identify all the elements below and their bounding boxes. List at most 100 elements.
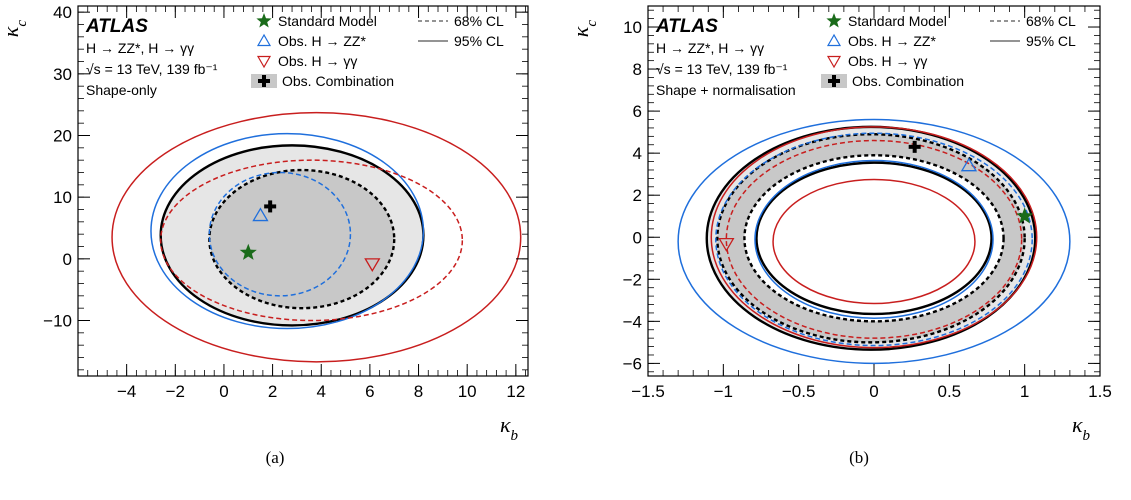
legend-sm-label: Standard Model — [848, 13, 947, 29]
x-axis-title: κb — [1072, 412, 1091, 444]
legend-zz-triangle — [256, 33, 272, 47]
x-tick-label: 2 — [268, 382, 277, 401]
marker-standard-model — [1016, 207, 1034, 224]
x-tick-label: 10 — [458, 382, 477, 401]
y-tick-label: 30 — [53, 65, 72, 84]
x-axis-title: κb — [500, 412, 519, 444]
plot-area-b — [677, 118, 1071, 365]
y-tick-label: 40 — [53, 3, 72, 22]
y-axis-title-main: κ — [568, 26, 593, 37]
y-axis-title: κc — [568, 20, 600, 38]
legend-68-label: 68% CL — [1026, 13, 1076, 29]
y-axis-title-main: κ — [0, 26, 23, 37]
marker-obs-combination-v — [268, 200, 273, 213]
legend-gg-triangle — [256, 55, 272, 69]
legend-zz-triangle — [826, 33, 842, 47]
legend-gg-label: Obs. H → γγ — [848, 53, 927, 69]
x-tick-label: 8 — [414, 382, 423, 401]
contour-comb-68-1 — [208, 168, 396, 310]
y-axis-title-sub: c — [14, 20, 30, 27]
contour-gg-95-4 — [111, 111, 522, 363]
legend-95-label: 95% CL — [454, 33, 504, 49]
info-line: H → ZZ*, H → γγ — [656, 40, 764, 56]
y-tick-label: −4 — [623, 312, 642, 331]
marker-obs-combination-v — [912, 140, 917, 153]
contour-zz-68-3 — [208, 171, 352, 297]
info-line: Shape-only — [86, 82, 157, 98]
x-tick-label: 0 — [219, 382, 228, 401]
x-tick-label: 0.5 — [938, 382, 962, 401]
y-tick-label: 20 — [53, 127, 72, 146]
x-tick-label: 12 — [506, 382, 525, 401]
y-tick-label: 2 — [633, 186, 642, 205]
legend-zz-label: Obs. H → ZZ* — [848, 33, 936, 49]
x-tick-label: 4 — [317, 382, 326, 401]
marker-obs-zz — [960, 157, 978, 172]
atlas-label: ATLAS — [655, 16, 718, 37]
legend-68-label: 68% CL — [454, 13, 504, 29]
legend-sm-star — [256, 13, 272, 28]
y-tick-label: −10 — [43, 312, 72, 331]
contour-gg-95-7 — [710, 126, 1038, 349]
contour-zz-95-5 — [754, 159, 994, 319]
y-tick-label: 4 — [633, 144, 642, 163]
x-tick-label: −1 — [714, 382, 733, 401]
x-axis-title-sub: b — [511, 428, 519, 444]
y-tick-label: 8 — [633, 60, 642, 79]
y-tick-label: 0 — [63, 250, 72, 269]
legend-sm-label: Standard Model — [278, 13, 377, 29]
x-axis-title-main: κ — [500, 412, 511, 437]
y-tick-label: 0 — [633, 228, 642, 247]
info-line: H → ZZ*, H → γγ — [86, 40, 194, 56]
y-tick-label: 10 — [623, 18, 642, 37]
legend-comb-cross-v — [832, 75, 836, 87]
contour-gg-95-8 — [772, 178, 976, 305]
plot-frame-a — [77, 5, 529, 377]
plot-area-a — [111, 111, 522, 363]
y-tick-label: −6 — [623, 354, 642, 373]
legend-comb-cross-v — [262, 75, 266, 87]
y-tick-label: −2 — [623, 270, 642, 289]
legend-zz-label: Obs. H → ZZ* — [278, 33, 366, 49]
contour-zz-95-2 — [150, 132, 425, 330]
panel-caption: (a) — [266, 448, 285, 467]
y-axis-title-sub: c — [584, 20, 600, 27]
x-axis-title-sub: b — [1083, 428, 1091, 444]
legend-comb-label: Obs. Combination — [852, 73, 964, 89]
contour-zz-95-4 — [677, 118, 1071, 365]
info-line: √s = 13 TeV, 139 fb⁻¹ — [656, 61, 788, 77]
contour-gg-68-5 — [159, 159, 464, 322]
info-line: Shape + normalisation — [656, 82, 796, 98]
x-tick-label: −4 — [117, 382, 136, 401]
marker-standard-model — [239, 243, 257, 260]
panel-caption: (b) — [849, 448, 869, 467]
x-axis-title-main: κ — [1072, 412, 1083, 437]
marker-obs-gg — [718, 238, 735, 252]
legend-comb-label: Obs. Combination — [282, 73, 394, 89]
x-tick-label: −1.5 — [631, 382, 665, 401]
x-tick-label: 0 — [869, 382, 878, 401]
legend-gg-label: Obs. H → γγ — [278, 53, 357, 69]
atlas-label: ATLAS — [85, 16, 148, 37]
marker-obs-zz — [252, 207, 269, 222]
marker-obs-gg — [364, 258, 381, 273]
info-line: √s = 13 TeV, 139 fb⁻¹ — [86, 61, 218, 77]
x-tick-label: 1.5 — [1088, 382, 1112, 401]
legend-95-label: 95% CL — [1026, 33, 1076, 49]
y-axis-title: κc — [0, 20, 30, 38]
x-tick-label: −0.5 — [782, 382, 816, 401]
contour-gg-68-9 — [725, 139, 1023, 339]
contour-comb-95-3 — [755, 161, 993, 316]
x-tick-label: −2 — [166, 382, 185, 401]
x-tick-label: 1 — [1020, 382, 1029, 401]
contour-zz-68-6 — [715, 132, 1033, 347]
y-tick-label: 10 — [53, 188, 72, 207]
legend-sm-star — [826, 13, 842, 28]
y-tick-label: 6 — [633, 102, 642, 121]
x-tick-label: 6 — [365, 382, 374, 401]
legend-gg-triangle — [826, 55, 842, 69]
